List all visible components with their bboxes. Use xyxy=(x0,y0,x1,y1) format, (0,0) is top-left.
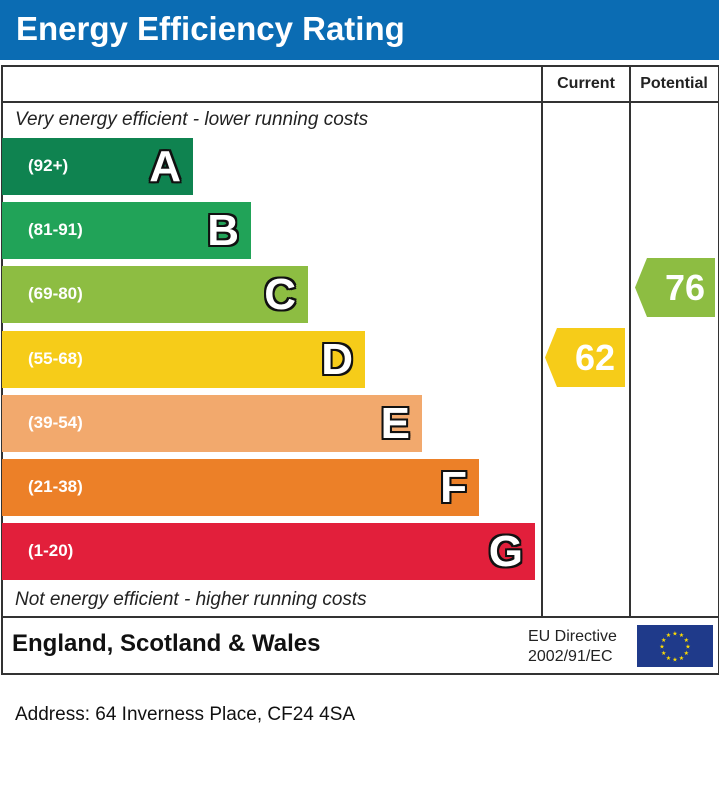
eu-flag-icon: ★★★★★★★★★ ★ ★★ xyxy=(637,625,713,667)
band-range: (92+) xyxy=(28,156,69,175)
current-rating-value: 62 xyxy=(574,337,616,378)
divider xyxy=(1,616,718,618)
potential-rating-arrow: 76 xyxy=(635,258,715,317)
star-icon: ★ xyxy=(684,637,689,644)
star-icon: ★ xyxy=(684,650,689,657)
band-bar-g: (1-20) G xyxy=(2,523,535,580)
band-range: (81-91) xyxy=(28,220,83,239)
band-bar-c: (69-80) C xyxy=(2,266,308,323)
band-range: (69-80) xyxy=(28,284,83,303)
band-bar-d: (55-68) D xyxy=(2,331,365,388)
address: Address: 64 Inverness Place, CF24 4SA xyxy=(15,704,356,725)
band-letter: B xyxy=(207,206,239,255)
band-letter: C xyxy=(264,270,296,319)
chart-title: Energy Efficiency Rating xyxy=(16,10,405,47)
header-bar xyxy=(0,0,719,60)
band-range: (55-68) xyxy=(28,349,83,368)
top-note: Very energy efficient - lower running co… xyxy=(15,109,369,130)
star-icon: ★ xyxy=(679,632,684,639)
band-range: (21-38) xyxy=(28,477,83,496)
potential-rating-value: 76 xyxy=(664,267,706,308)
eu-directive-line2: 2002/91/EC xyxy=(528,648,613,665)
star-icon: ★ xyxy=(672,631,677,638)
star-icon: ★ xyxy=(666,632,671,639)
divider xyxy=(629,65,631,618)
band-bar-f: (21-38) F xyxy=(2,459,479,516)
star-icon: ★ xyxy=(661,650,666,657)
star-icon: ★ xyxy=(659,644,664,651)
star-icon: ★ xyxy=(666,655,671,662)
current-rating-arrow: 62 xyxy=(545,328,625,387)
band-bar-a: (92+) A xyxy=(2,138,193,195)
star-icon: ★ xyxy=(679,655,684,662)
eu-directive: EU Directive 2002/91/EC xyxy=(528,627,617,667)
band-letter: D xyxy=(321,335,353,384)
region-label: England, Scotland & Wales xyxy=(12,630,321,657)
band-letter: E xyxy=(380,399,410,448)
band-letter: A xyxy=(149,142,181,191)
star-icon: ★ xyxy=(685,644,690,651)
star-icon: ★ xyxy=(672,657,677,664)
band-range: (1-20) xyxy=(28,541,74,560)
divider xyxy=(1,101,718,103)
band-bar-e: (39-54) E xyxy=(2,395,422,452)
column-header-current: Current xyxy=(557,75,615,92)
band-range: (39-54) xyxy=(28,413,83,432)
eu-directive-line1: EU Directive xyxy=(528,628,617,645)
bottom-note: Not energy efficient - higher running co… xyxy=(15,589,367,610)
band-letter: F xyxy=(440,463,467,512)
column-header-potential: Potential xyxy=(640,75,708,92)
star-icon: ★ xyxy=(661,637,666,644)
band-letter: G xyxy=(488,527,523,576)
divider xyxy=(541,65,543,618)
band-bar-b: (81-91) B xyxy=(2,202,251,259)
